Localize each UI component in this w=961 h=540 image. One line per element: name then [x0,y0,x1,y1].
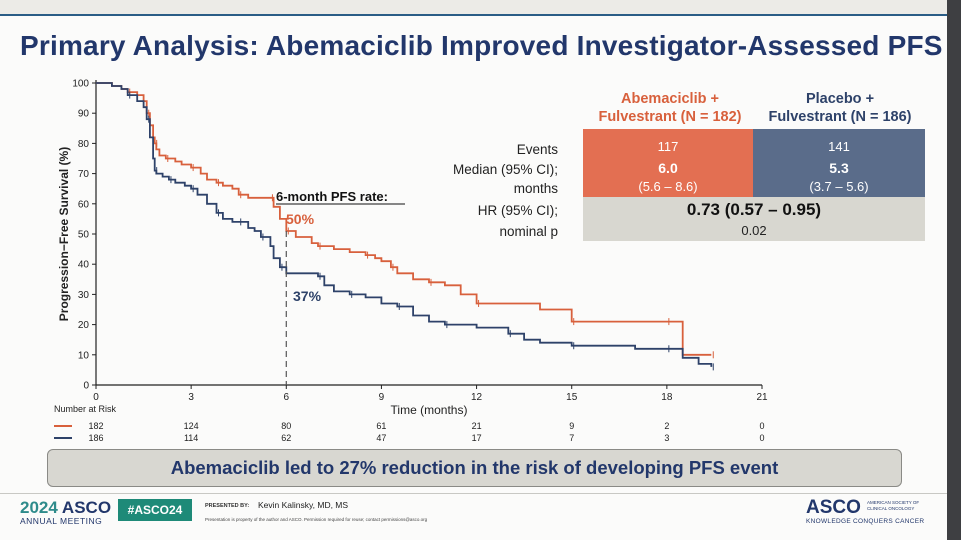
abema-cell-bg [583,129,753,197]
abema-risk-count: 2 [664,421,669,431]
p-label: nominal p [499,224,558,239]
asco-logo: ASCO [806,497,861,518]
abema-events: 117 [657,139,679,154]
y-tick-label: 0 [83,381,89,392]
hazard-ratio: 0.73 (0.57 – 0.95) [686,200,822,219]
y-axis-title: Progression−Free Survival (%) [57,147,71,321]
placebo-ci: (3.7 – 5.6) [809,179,869,194]
disclaimer-text: Presentation is property of the author a… [205,517,428,522]
asco-meeting-logo: 2024 ASCO [20,498,111,518]
median-unit-label: months [513,181,558,196]
placebo-risk-count: 186 [88,433,103,443]
placebo-events: 141 [828,139,850,154]
x-tick-label: 15 [566,392,578,403]
abema-risk-count: 80 [281,421,291,431]
abema-risk-count: 124 [184,421,199,431]
y-tick-label: 20 [78,320,90,331]
placebo-risk-count: 62 [281,433,291,443]
presented-by-label: PRESENTED BY: [205,503,250,509]
y-tick-label: 30 [78,290,90,301]
placebo-risk-count: 47 [376,433,386,443]
hr-label: HR (95% CI); [477,203,558,218]
y-tick-label: 70 [78,169,90,180]
y-tick-label: 80 [78,139,90,150]
asco-tagline: KNOWLEDGE CONQUERS CANCER [806,518,925,525]
hashtag-badge: #ASCO24 [118,499,192,521]
abema-ci: (5.6 – 8.6) [638,179,698,194]
y-tick-label: 40 [78,260,90,271]
abema-col-header: Abemaciclib + Fulvestrant (N = 182) [585,90,755,126]
placebo-header-line2: Fulvestrant (N = 186) [768,109,912,125]
x-tick-label: 18 [661,392,673,403]
x-tick-label: 0 [93,392,99,403]
abema-6mo-rate: 50% [286,211,315,227]
top-bar [0,0,947,14]
x-tick-label: 21 [756,392,768,403]
abema-header-line1: Abemaciclib + [621,91,719,107]
society-line2: CLINICAL ONCOLOGY [867,506,915,511]
events-label: Events [516,142,558,157]
x-tick-label: 6 [284,392,290,403]
placebo-risk-count: 7 [569,433,574,443]
hr-cell-bg [583,197,925,241]
risk-table-title: Number at Risk [54,404,117,414]
footer-divider [0,493,947,494]
placebo-median: 5.3 [829,160,849,176]
placebo-header-line1: Placebo + [805,91,875,107]
y-tick-label: 60 [78,199,90,210]
abema-risk-count: 0 [759,421,764,431]
placebo-risk-count: 0 [759,433,764,443]
abema-header-line2: Fulvestrant (N = 182) [598,109,742,125]
x-tick-label: 3 [188,392,194,403]
x-axis-title: Time (months) [391,403,468,417]
placebo-risk-count: 3 [664,433,669,443]
abema-risk-count: 9 [569,421,574,431]
milestone-label: 6-month PFS rate: [276,189,388,204]
summary-table: Abemaciclib + Fulvestrant (N = 182) Plac… [420,86,925,241]
x-tick-label: 12 [471,392,483,403]
placebo-risk-count: 114 [184,433,198,443]
p-value: 0.02 [741,223,767,238]
abema-risk-count: 61 [376,421,386,431]
annual-meeting-label: ANNUAL MEETING [20,516,103,526]
conclusion-banner: Abemaciclib led to 27% reduction in the … [47,449,902,487]
y-tick-label: 50 [78,230,90,241]
placebo-cell-bg [753,129,925,197]
meeting-brand: ASCO [61,498,112,517]
y-tick-label: 90 [78,109,90,120]
meeting-year: 2024 [20,498,58,517]
abema-risk-count: 21 [472,421,482,431]
y-tick-label: 100 [72,79,89,90]
y-tick-label: 10 [78,350,90,361]
x-tick-label: 9 [379,392,385,403]
slide-title: Primary Analysis: Abemaciclib Improved I… [20,30,943,61]
placebo-risk-count: 17 [472,433,482,443]
placebo-km-curve [96,82,713,367]
placebo-6mo-rate: 37% [293,288,322,304]
placebo-col-header: Placebo + Fulvestrant (N = 186) [755,90,925,126]
presenter-name: Kevin Kalinsky, MD, MS [258,500,349,510]
title-rule [0,14,947,16]
median-label: Median (95% CI); [452,162,558,177]
abema-km-curve [96,82,712,356]
society-name: AMERICAN SOCIETY OF CLINICAL ONCOLOGY [867,500,919,512]
abema-risk-count: 182 [88,421,103,431]
abema-median: 6.0 [658,160,678,176]
society-line1: AMERICAN SOCIETY OF [867,500,920,505]
